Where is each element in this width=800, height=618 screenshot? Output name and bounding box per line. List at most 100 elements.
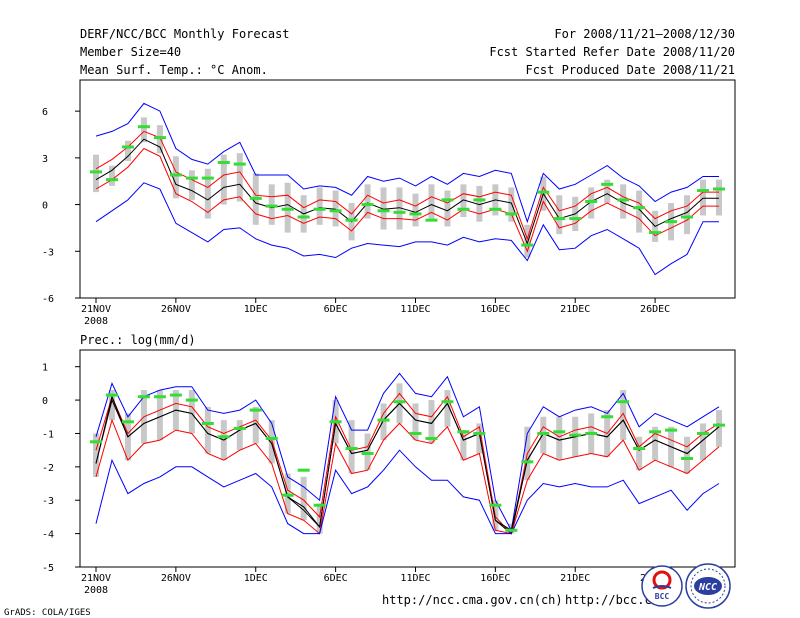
observation-marker	[713, 187, 725, 191]
x-tick-label: 6DEC	[324, 573, 348, 584]
bcc-logo: BCC	[641, 565, 683, 607]
ensemble-range-bar	[93, 433, 99, 477]
ensemble-range-bar	[700, 179, 707, 216]
observation-marker	[233, 426, 246, 430]
observation-marker	[233, 162, 246, 166]
y-tick-label: -5	[42, 563, 54, 574]
observation-marker	[393, 210, 406, 214]
series-line-ensemble-mean	[95, 138, 719, 245]
series-line-ensemble-max	[95, 372, 720, 532]
forecast-started-date: Fcst Started Refer Date 2008/11/20	[489, 45, 735, 59]
ensemble-range-bar	[236, 153, 243, 202]
observation-marker	[169, 173, 182, 177]
observation-marker	[633, 446, 646, 450]
ensemble-range-bar	[188, 390, 195, 434]
series-line-ensemble-max	[95, 102, 719, 224]
ensemble-range-bar	[204, 406, 211, 454]
ensemble-range-bar	[108, 165, 115, 186]
ensemble-range-bar	[604, 179, 611, 204]
ensemble-range-bar	[93, 154, 99, 193]
observation-marker	[409, 212, 422, 216]
y-tick-label: 0	[42, 201, 48, 212]
observation-marker	[361, 203, 374, 207]
observation-marker	[377, 209, 390, 213]
ensemble-range-bar	[188, 170, 195, 200]
ensemble-range-bar	[476, 185, 483, 222]
observation-marker	[617, 400, 630, 404]
ensemble-range-bar	[300, 476, 307, 521]
ensemble-range-bar	[284, 182, 291, 233]
observation-marker	[313, 503, 326, 507]
ensemble-range-bar	[716, 179, 722, 216]
ensemble-range-bar	[348, 420, 355, 474]
observation-marker	[249, 408, 262, 412]
observation-marker	[281, 493, 294, 497]
observation-marker	[537, 190, 550, 194]
bcc-link[interactable]: http://bcc.c	[565, 593, 652, 607]
observation-marker	[90, 440, 102, 444]
observation-marker	[185, 398, 198, 402]
ensemble-range-bar	[380, 187, 387, 230]
x-tick-label: 26DEC	[640, 304, 670, 315]
observation-marker	[681, 457, 694, 460]
observation-marker	[505, 528, 518, 532]
bcc-logo-text: BCC	[655, 592, 670, 601]
ensemble-range-bar	[156, 125, 163, 154]
observation-marker	[121, 145, 134, 149]
ensemble-range-bar	[684, 436, 691, 474]
ensemble-range-bar	[524, 224, 531, 258]
observation-marker	[553, 217, 566, 221]
ensemble-range-bar	[556, 416, 563, 461]
x-tick-label: 6DEC	[324, 304, 348, 315]
observation-marker	[201, 176, 214, 180]
observation-marker	[585, 199, 598, 203]
series-line-mean-std	[95, 392, 720, 535]
x-tick-label: 21DEC	[560, 304, 590, 315]
ncc-link[interactable]: http://ncc.cma.gov.cn(ch)	[382, 593, 563, 607]
y-tick-label: -3	[42, 247, 54, 258]
ensemble-range-bar	[540, 416, 547, 454]
ensemble-range-bar	[428, 184, 435, 219]
observation-marker	[713, 423, 725, 427]
ensemble-range-bar	[716, 410, 722, 447]
ensemble-range-bar	[428, 400, 435, 444]
observation-marker	[601, 415, 614, 419]
observation-marker	[249, 196, 262, 200]
observation-marker	[409, 431, 422, 435]
ncc-logo-text: NCC	[698, 582, 717, 593]
observation-marker	[569, 433, 582, 437]
observation-marker	[105, 178, 118, 182]
temperature-chart: -6 -3 0 3 6 21NOV 26NOV 1DEC 6DEC 11DEC 16DEC 21DEC…	[42, 79, 736, 327]
observation-marker	[297, 215, 310, 219]
observation-marker	[345, 446, 358, 450]
ensemble-range-bar	[508, 187, 515, 222]
ensemble-range-bar	[268, 184, 275, 225]
ensemble-range-bar	[172, 156, 179, 199]
observation-marker	[361, 451, 374, 455]
ensemble-range-bar	[316, 187, 323, 225]
observation-marker	[665, 428, 678, 432]
x-tick-label: 1DEC	[244, 573, 268, 584]
x-tick-label: 16DEC	[480, 573, 510, 584]
x-tick-label: 11DEC	[400, 573, 430, 584]
variable-label: Mean Surf. Temp.: °C Anom.	[80, 63, 268, 77]
ensemble-range-bar	[444, 390, 451, 427]
y-tick-label: 6	[42, 107, 48, 118]
observation-marker	[90, 170, 102, 174]
y-tick-label: 3	[42, 154, 48, 165]
observation-marker	[553, 430, 566, 434]
x-tick-label: 21NOV	[81, 304, 111, 315]
series-line-observed	[95, 395, 720, 532]
forecast-period: For 2008/11/21–2008/12/30	[554, 27, 735, 41]
ensemble-range-bar	[332, 190, 339, 227]
y-tick-label: -2	[42, 463, 54, 474]
observation-marker	[265, 436, 278, 440]
ensemble-range-bar	[396, 187, 403, 230]
observation-marker	[217, 435, 230, 439]
ensemble-range-bar	[284, 473, 291, 514]
observation-marker	[201, 421, 214, 425]
observation-marker	[633, 206, 646, 210]
x-year-label: 2008	[84, 316, 108, 327]
y-tick-label: -4	[42, 530, 54, 541]
observation-marker	[137, 125, 150, 129]
